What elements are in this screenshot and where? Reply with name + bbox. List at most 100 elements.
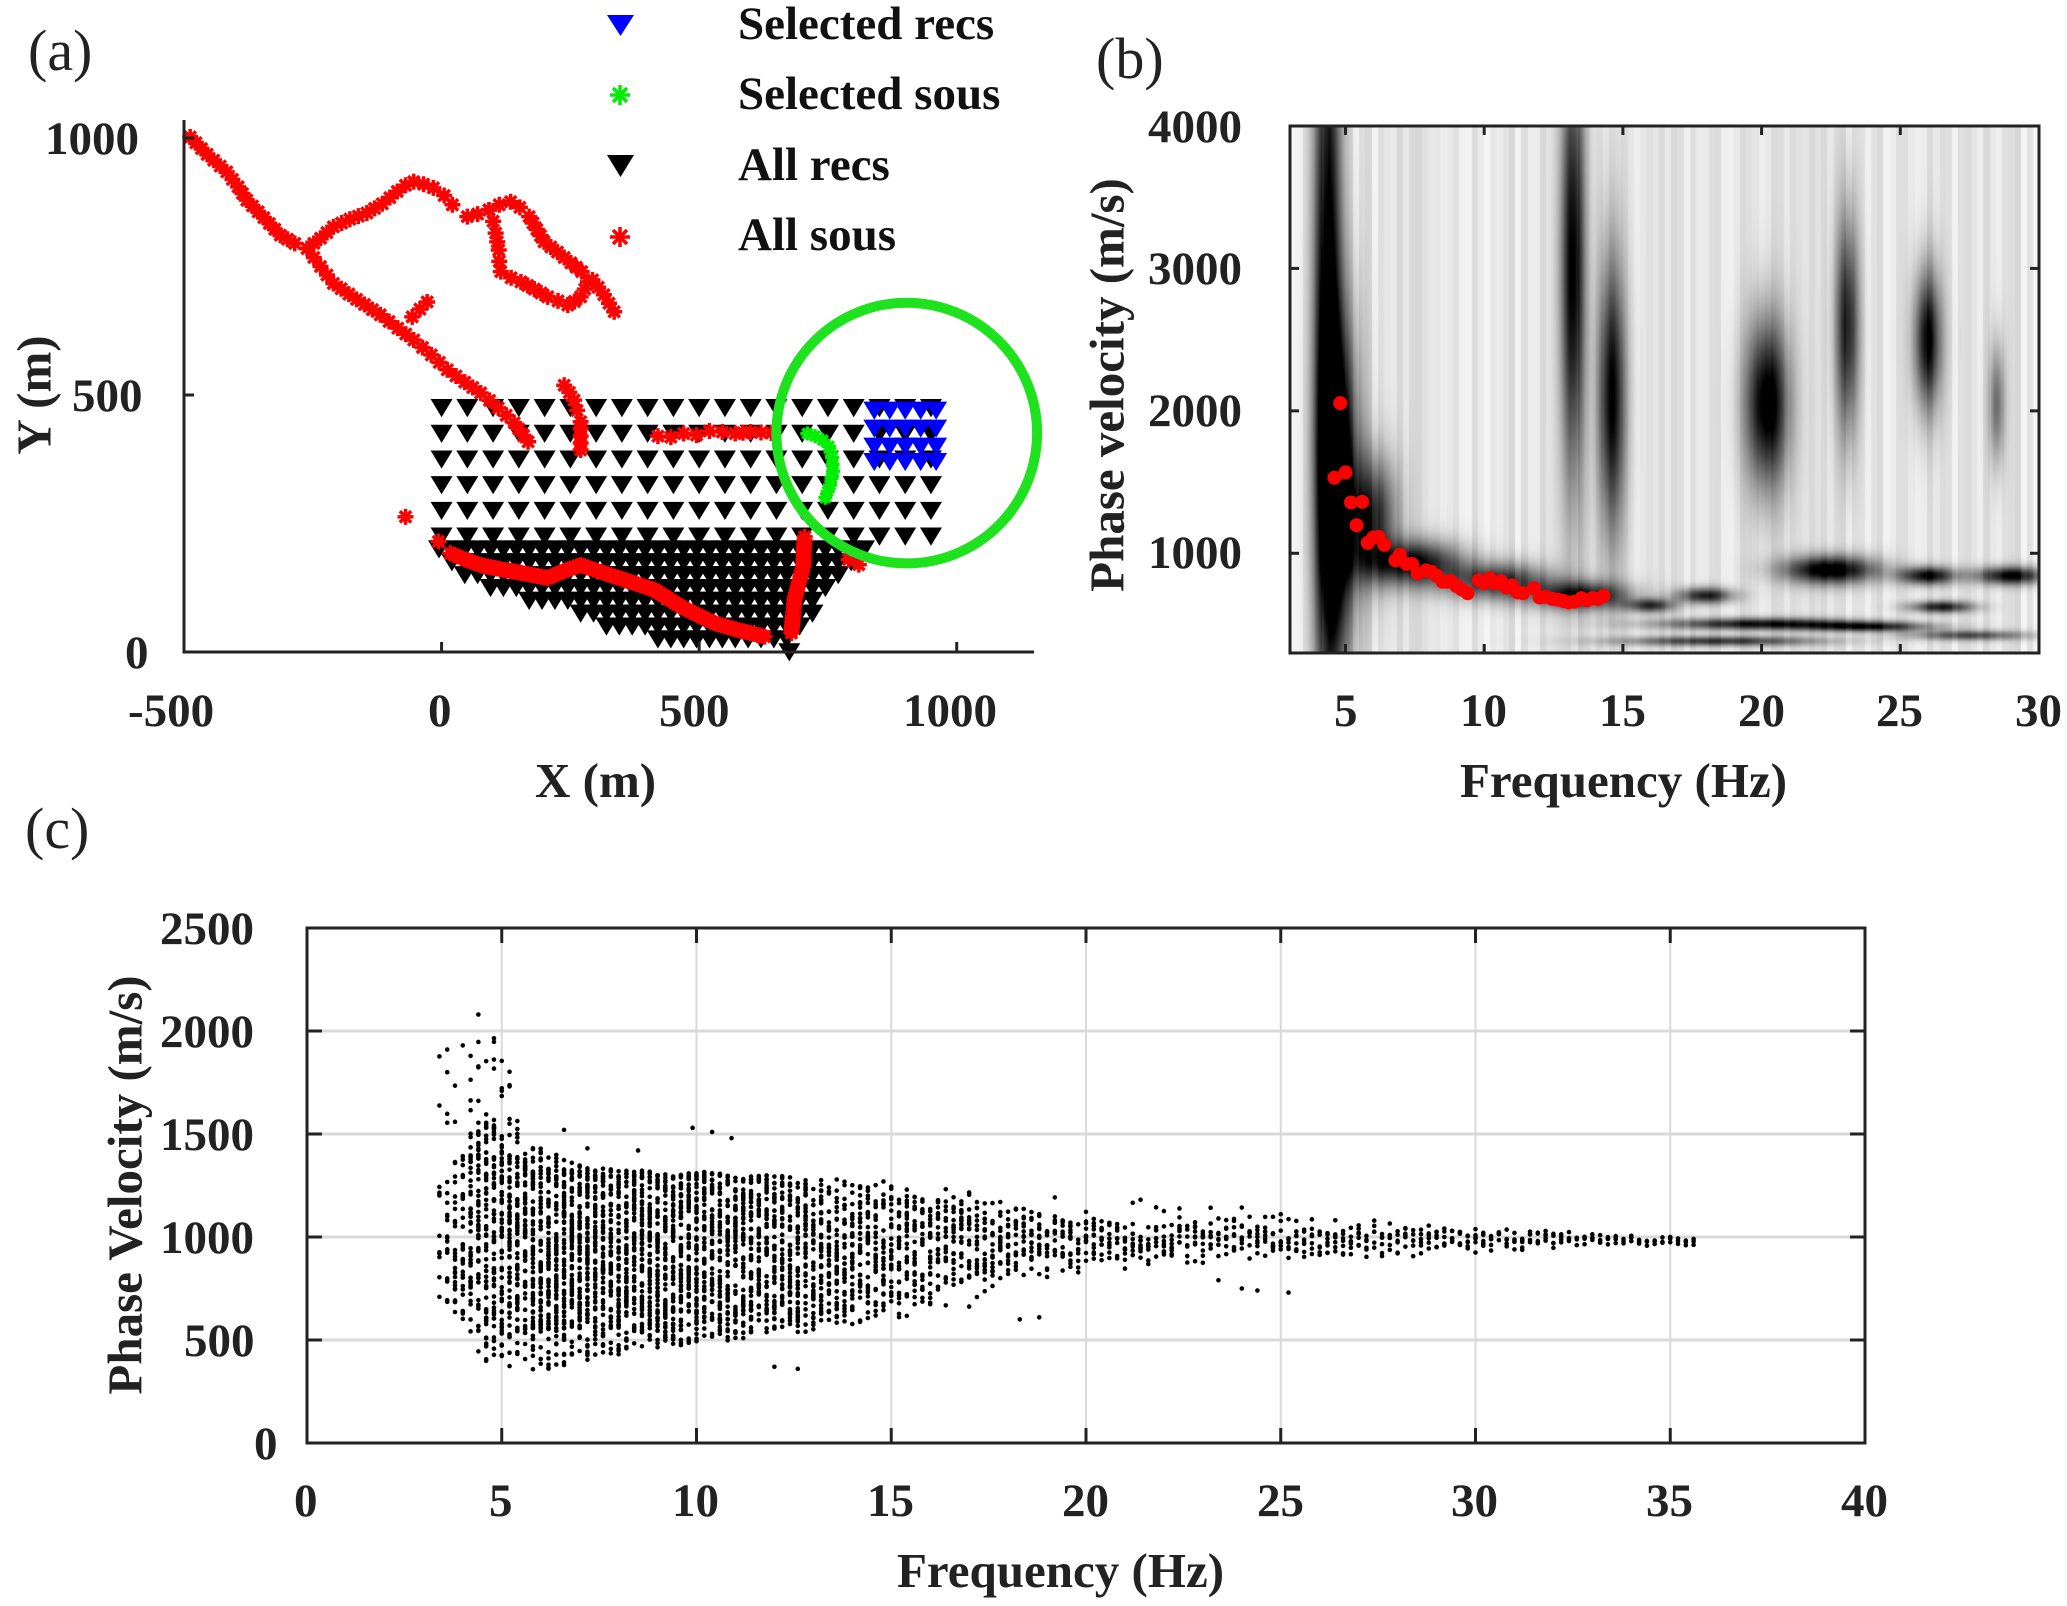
c-point	[740, 1294, 746, 1299]
c-point	[990, 1268, 995, 1274]
c-point	[538, 1269, 543, 1274]
c-point	[764, 1284, 769, 1290]
c-point	[647, 1286, 653, 1291]
c-point	[507, 1310, 512, 1316]
c-point	[920, 1287, 925, 1292]
c-point	[600, 1235, 606, 1241]
c-point	[577, 1205, 582, 1210]
c-point	[663, 1282, 668, 1287]
c-point	[655, 1292, 660, 1298]
c-point	[476, 1228, 481, 1233]
c-point	[577, 1185, 582, 1190]
c-point	[639, 1247, 645, 1253]
c-point	[444, 1212, 450, 1218]
a-receiver-marker	[868, 527, 891, 546]
a-source-marker	[579, 273, 596, 290]
c-point	[725, 1252, 730, 1258]
c-point	[1052, 1195, 1058, 1200]
c-point	[1021, 1233, 1026, 1239]
c-point	[452, 1083, 458, 1088]
c-point	[1410, 1253, 1416, 1259]
c-point	[639, 1294, 645, 1299]
c-point	[1527, 1239, 1533, 1245]
c-point	[631, 1273, 637, 1279]
c-point	[764, 1196, 769, 1202]
c-point	[577, 1335, 582, 1341]
c-point	[592, 1352, 598, 1357]
c-point	[546, 1253, 551, 1258]
c-point	[748, 1293, 754, 1299]
c-point	[748, 1204, 754, 1210]
c-point	[888, 1196, 894, 1202]
c-point	[865, 1287, 871, 1293]
a-selected-receiver-marker	[925, 401, 948, 420]
c-point	[904, 1187, 910, 1192]
c-point	[1146, 1247, 1151, 1252]
c-point	[818, 1217, 824, 1222]
c-point	[811, 1288, 816, 1293]
c-point	[920, 1206, 925, 1212]
c-point	[857, 1224, 863, 1230]
c-point	[904, 1198, 910, 1203]
c-point	[826, 1261, 832, 1267]
c-point	[1130, 1248, 1136, 1253]
a-receiver-marker	[842, 476, 865, 495]
c-point	[1473, 1250, 1478, 1255]
c-point	[483, 1172, 489, 1178]
c-point	[647, 1325, 653, 1331]
c-point	[686, 1284, 692, 1290]
c-point	[1356, 1230, 1361, 1236]
a-source-marker	[212, 158, 229, 175]
c-point	[616, 1319, 621, 1324]
c-point	[444, 1217, 450, 1223]
c-point	[678, 1317, 684, 1323]
c-point	[787, 1321, 793, 1327]
c-point	[834, 1295, 840, 1301]
c-point	[1068, 1258, 1073, 1263]
c-point	[982, 1234, 988, 1239]
c-point	[655, 1185, 660, 1191]
c-point	[608, 1168, 614, 1174]
c-point	[1044, 1230, 1050, 1236]
c-point	[491, 1066, 497, 1071]
c-point	[1029, 1228, 1034, 1234]
c-point	[1582, 1235, 1587, 1241]
a-xlabel: X (m)	[535, 753, 657, 808]
c-point	[748, 1210, 754, 1215]
c-point	[912, 1272, 917, 1277]
a-receiver-marker	[482, 424, 505, 443]
a-source-marker	[218, 163, 235, 180]
c-point	[873, 1182, 878, 1188]
c-point	[452, 1174, 458, 1179]
c-point	[694, 1219, 699, 1225]
c-point	[530, 1170, 536, 1176]
a-ytick-0: 0	[125, 627, 149, 679]
c-point	[717, 1208, 723, 1213]
c-point	[491, 1300, 497, 1306]
c-point	[725, 1287, 730, 1293]
c-point	[834, 1247, 840, 1252]
c-point	[717, 1202, 723, 1208]
c-point	[437, 1254, 442, 1260]
c-point	[538, 1356, 543, 1362]
c-point	[826, 1228, 832, 1233]
a-selected-receiver-marker	[894, 419, 917, 438]
c-point	[1146, 1258, 1151, 1263]
c-point	[1231, 1216, 1237, 1222]
c-point	[694, 1235, 699, 1240]
a-receiver-marker	[662, 450, 685, 469]
c-point	[444, 1120, 450, 1126]
c-point	[748, 1188, 754, 1194]
c-point	[1169, 1253, 1174, 1258]
c-point	[546, 1189, 551, 1195]
c-point	[725, 1247, 730, 1253]
c-point	[476, 1163, 481, 1168]
c-point	[1122, 1225, 1128, 1230]
c-point	[1208, 1221, 1213, 1226]
a-selected-receiver-marker	[925, 419, 948, 438]
c-point	[850, 1266, 855, 1271]
c-point	[959, 1199, 964, 1204]
c-point	[491, 1155, 497, 1161]
a-source-marker	[519, 277, 536, 294]
c-point	[616, 1292, 621, 1298]
